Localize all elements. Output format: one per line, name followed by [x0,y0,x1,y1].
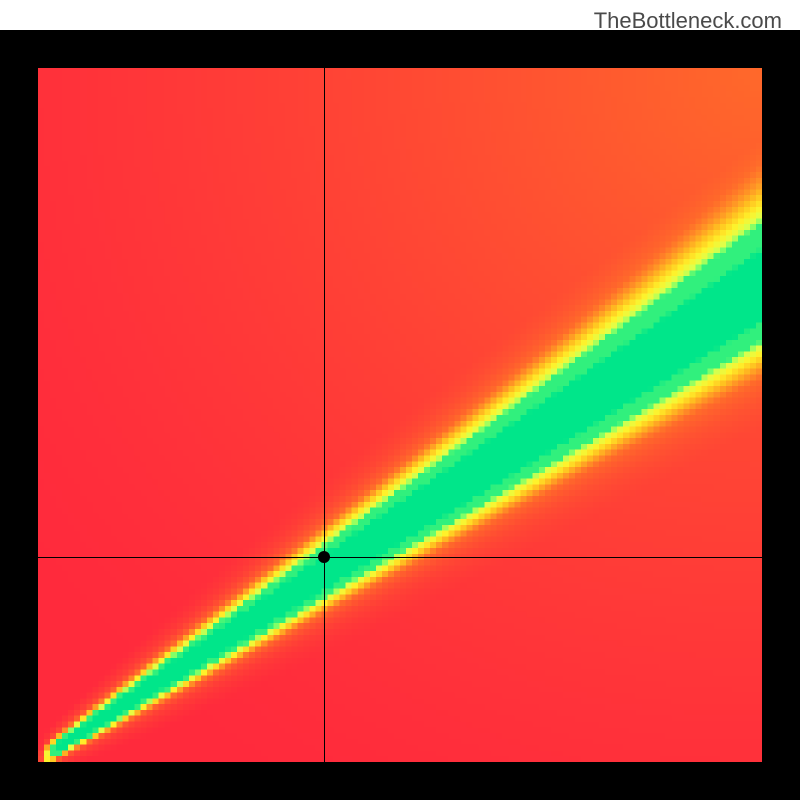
crosshair-horizontal [38,557,762,558]
crosshair-vertical [324,68,325,762]
watermark-text: TheBottleneck.com [594,8,782,34]
heatmap-canvas [38,68,762,762]
heatmap-plot [38,68,762,762]
data-point-marker [318,551,330,563]
